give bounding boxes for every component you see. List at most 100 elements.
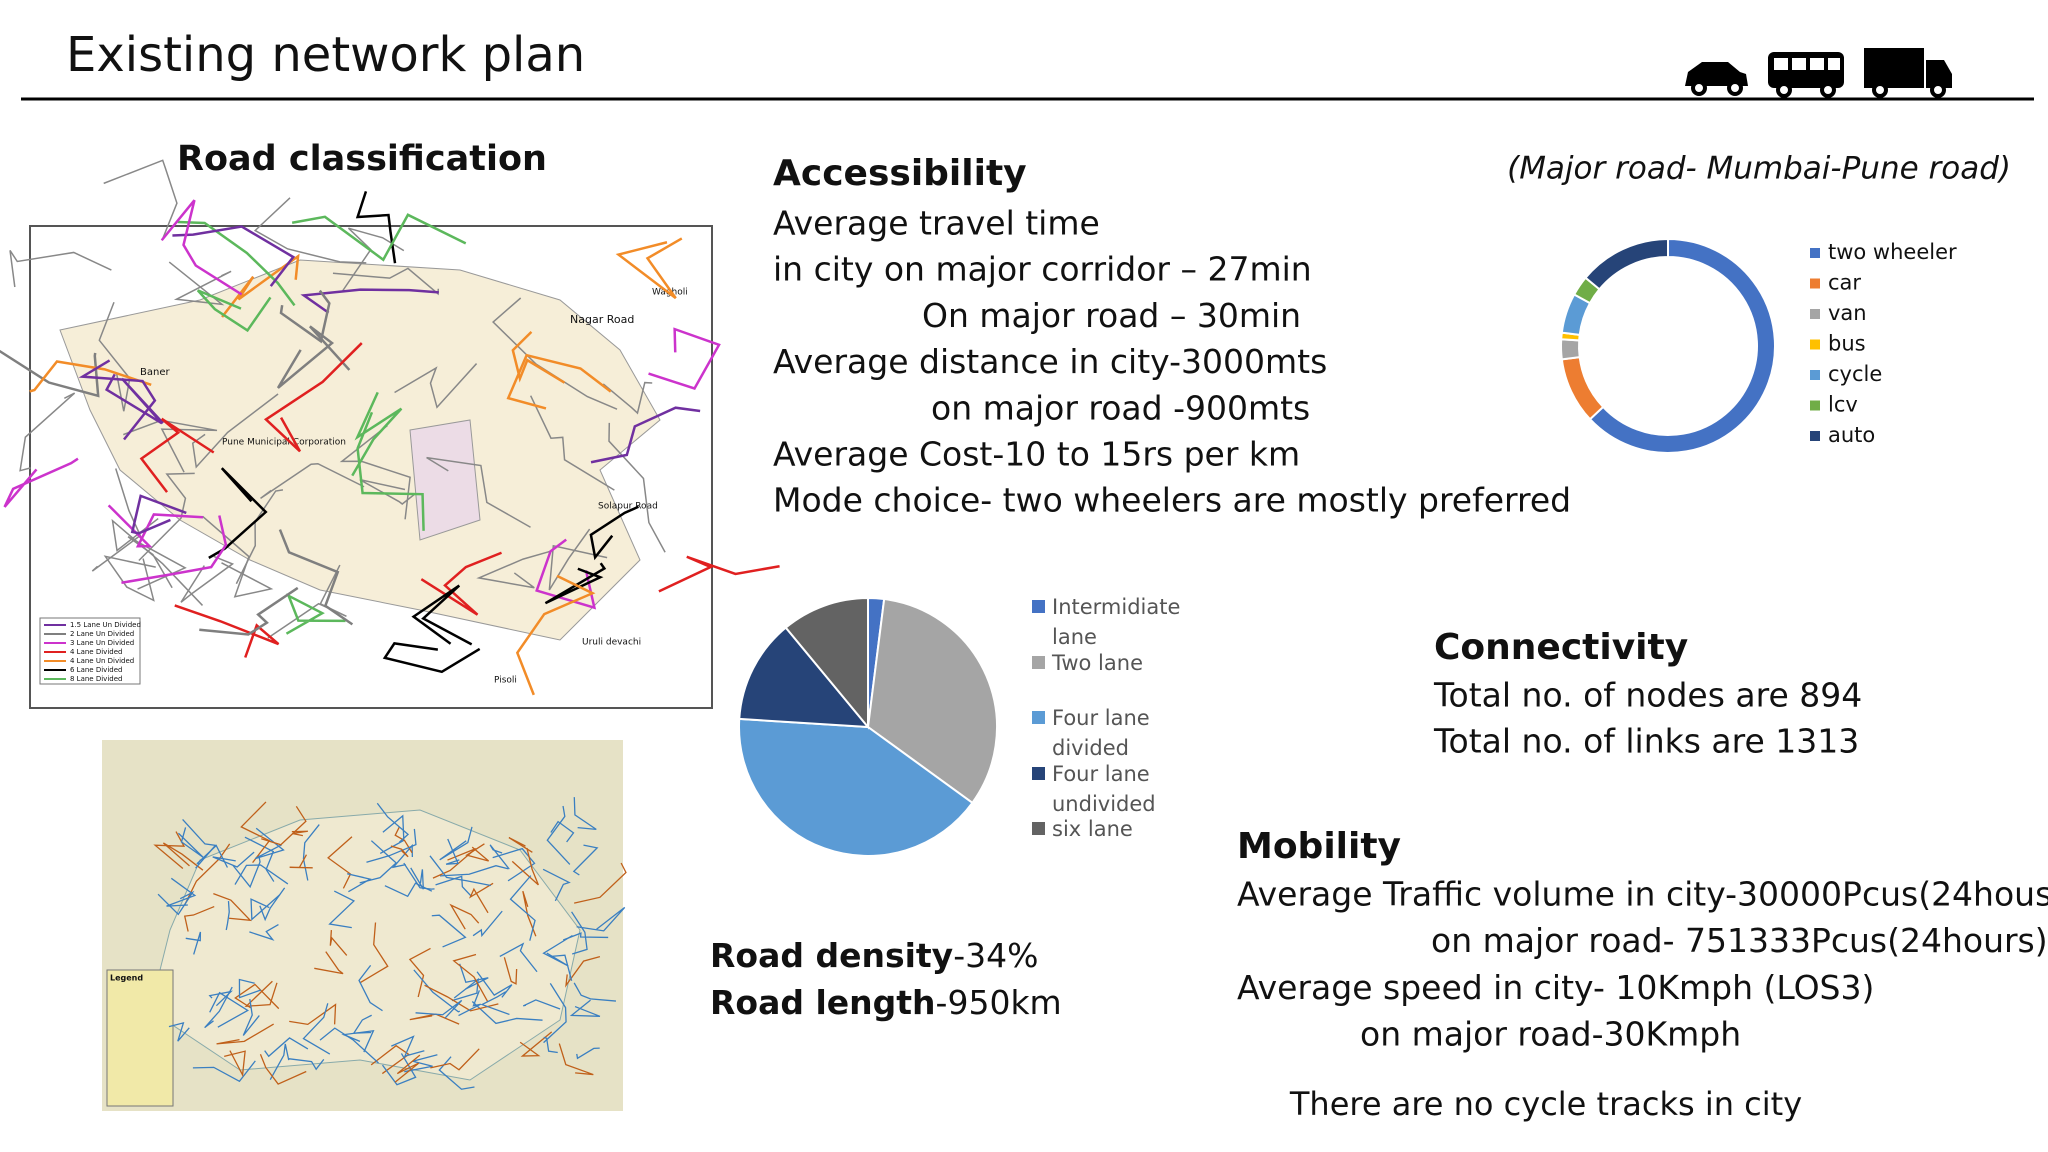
legend-label: six lane: [1032, 814, 1202, 844]
legend-swatch: [1810, 431, 1820, 441]
map-road: [515, 574, 596, 696]
map-road: [359, 478, 416, 505]
map-road: [103, 159, 178, 241]
map-road: [121, 515, 228, 585]
map-road: [212, 851, 255, 868]
map-road: [590, 406, 701, 464]
map-road: [244, 836, 275, 882]
section-heading: Accessibility: [773, 153, 1027, 194]
map-road: [232, 855, 261, 889]
map-road: [472, 910, 503, 938]
map-legend-label: 2 Lane Un Divided: [70, 630, 134, 638]
map-road: [394, 1054, 421, 1083]
map-road: [391, 1035, 425, 1058]
map-road: [208, 467, 268, 559]
map-road: [180, 555, 235, 603]
map-road: [160, 199, 243, 296]
map-road: [9, 250, 112, 288]
map-road: [279, 289, 331, 344]
legend-swatch: [1810, 248, 1820, 258]
map-road: [546, 805, 571, 865]
map-road: [209, 991, 249, 1028]
text-line: Average travel time: [773, 204, 1100, 243]
legend-label: car: [1828, 271, 1861, 295]
map-road: [408, 947, 431, 998]
map-road: [519, 1031, 553, 1057]
map-road: [573, 982, 617, 1002]
map-road: [291, 213, 467, 262]
map-road: [352, 1014, 372, 1034]
map-road: [153, 831, 186, 869]
map-road: [130, 494, 187, 535]
map-road: [391, 843, 414, 869]
map-road: [381, 1053, 417, 1086]
map-label: Solapur Road: [598, 502, 658, 512]
map-road: [439, 865, 509, 877]
map-road: [327, 836, 353, 889]
legend-label: auto: [1828, 423, 1875, 447]
map-road: [432, 847, 477, 879]
section-heading: Mobility: [1237, 826, 1401, 867]
map-road: [196, 289, 272, 333]
map-road: [29, 360, 152, 393]
map-road: [19, 392, 76, 472]
map-road: [390, 845, 409, 858]
map-road: [458, 990, 482, 1017]
map-legend-label: 4 Lane Divided: [70, 648, 122, 656]
map-road: [199, 586, 299, 636]
map-road: [157, 890, 195, 916]
map-road: [499, 942, 538, 973]
section-title: Road classification: [177, 139, 547, 179]
map-road: [359, 840, 398, 884]
map-road: [558, 1043, 594, 1076]
map-road: [509, 875, 536, 941]
road-stat-value: -950km: [936, 983, 1062, 1022]
map-road: [370, 1044, 410, 1075]
map-road: [234, 983, 280, 1010]
legend-label: Intermidiate lane: [1032, 592, 1202, 652]
note: There are no cycle tracks in city: [1289, 1085, 1802, 1123]
road-stat-label: Road length: [710, 983, 936, 1022]
map-road: [544, 562, 607, 605]
map-road: [420, 551, 502, 616]
map-road: [573, 797, 597, 831]
map-road: [476, 971, 513, 998]
map-road: [328, 890, 356, 929]
map-label: Pune Municipal Corporation: [222, 438, 346, 448]
map-road: [285, 593, 346, 635]
map-road: [382, 642, 481, 674]
map-road: [356, 411, 425, 531]
map-road: [3, 457, 79, 508]
text-line: in city on major corridor – 27min: [773, 250, 1312, 289]
map-road: [253, 197, 367, 264]
map-road: [522, 890, 537, 937]
map-road: [269, 1043, 290, 1080]
map-road: [562, 932, 609, 941]
map-road: [259, 887, 286, 922]
slice: [784, 596, 869, 730]
text-line: Total no. of nodes are 894: [1433, 676, 1862, 715]
map-road: [476, 550, 551, 589]
map-legend-label: 8 Lane Divided: [70, 675, 122, 683]
map-road: [548, 528, 608, 591]
section-heading: Connectivity: [1434, 627, 1688, 668]
text-line: Mode choice- two wheelers are mostly pre…: [773, 481, 1571, 520]
map-legend-label: 6 Lane Divided: [70, 666, 122, 674]
legend-label: bus: [1828, 332, 1866, 356]
map-road: [358, 964, 383, 1012]
vehicle-icons: [1685, 48, 1952, 98]
map-legend-title: Legend: [110, 974, 143, 983]
map-legend-label: 4 Lane Un Divided: [70, 657, 134, 665]
map-road: [139, 417, 215, 493]
map-road: [302, 1003, 331, 1055]
map-road: [550, 820, 575, 843]
map-road: [648, 327, 721, 391]
map-road: [359, 922, 389, 984]
map-road: [250, 894, 281, 921]
map-road: [471, 1001, 543, 1025]
map-road: [351, 391, 403, 477]
map-road: [551, 954, 573, 981]
map-road: [168, 261, 232, 306]
legend-swatch: [1810, 370, 1820, 380]
